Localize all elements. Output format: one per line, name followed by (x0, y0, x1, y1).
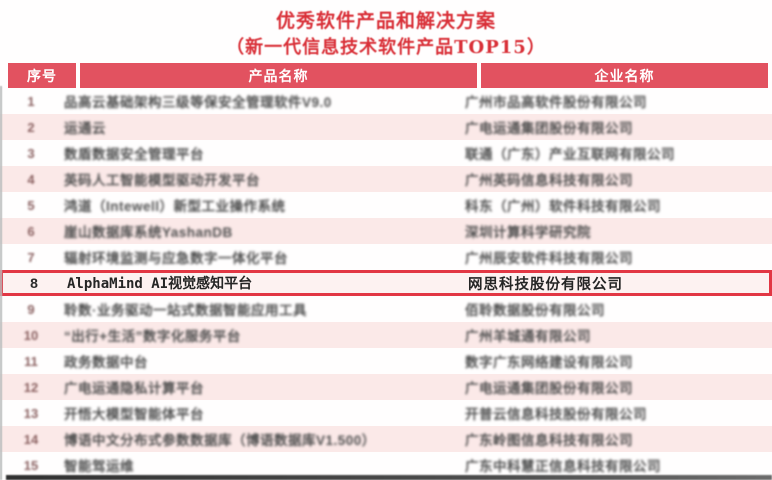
table-row: 9 聆数·业务驱动一站式数据智能应用工具 佰聆数据股份有限公司 (0, 296, 772, 322)
table-row: 12 广电运通隐私计算平台 广电运通集团股份有限公司 (0, 374, 772, 400)
row-index: 15 (23, 457, 39, 473)
row-product-name: 开悟大模型智能体平台 (64, 407, 204, 422)
row-company-name: 开普云信息科技股份有限公司 (465, 407, 647, 422)
row-company-name: 广东岭图信息科技有限公司 (465, 433, 633, 448)
table-body: 1 品高云基础架构三级等保安全管理软件V9.0 广州市品高软件股份有限公司 2 … (0, 88, 772, 478)
row-company-name: 广州羊城通有限公司 (465, 329, 591, 344)
row-product-name: 鸿道（Intewell）新型工业操作系统 (64, 199, 286, 214)
page-title: 优秀软件产品和解决方案 (275, 10, 496, 32)
table-row: 5 鸿道（Intewell）新型工业操作系统 科东（广州）软件科技有限公司 (0, 192, 772, 218)
row-product-name: 英码人工智能模型驱动开发平台 (64, 173, 260, 188)
row-product-name: 运通云 (64, 121, 106, 136)
table-row: 13 开悟大模型智能体平台 开普云信息科技股份有限公司 (0, 400, 772, 426)
row-company-name: 广电运通集团股份有限公司 (465, 381, 633, 396)
table-header: 序号 产品名称 企业名称 (8, 63, 768, 88)
header-cell-company: 企业名称 (481, 63, 768, 88)
scan-left-edge (0, 86, 2, 480)
row-index: 1 (27, 93, 35, 109)
row-company-name: 联通（广东）产业互联网有限公司 (465, 147, 675, 162)
table-row: 10 “出行+生活”数字化服务平台 广州羊城通有限公司 (0, 322, 772, 348)
row-index: 14 (23, 431, 39, 447)
table-row: 2 运通云 广电运通集团股份有限公司 (0, 114, 772, 140)
table-row: 4 英码人工智能模型驱动开发平台 广州英码信息科技有限公司 (0, 166, 772, 192)
row-company-name: 数字广东网络建设有限公司 (465, 355, 633, 370)
scan-bottom-edge (6, 475, 772, 480)
header-cell-index: 序号 (8, 63, 76, 88)
table-row: 1 品高云基础架构三级等保安全管理软件V9.0 广州市品高软件股份有限公司 (0, 88, 772, 114)
row-index: 2 (27, 119, 35, 135)
row-product-name: 辐射环境监测与应急数字一体化平台 (64, 251, 288, 266)
table-row: 7 辐射环境监测与应急数字一体化平台 广州辰安软件科技有限公司 (0, 244, 772, 270)
row-index: 9 (27, 301, 35, 317)
row-company-name: 广州市品高软件股份有限公司 (465, 95, 647, 110)
row-index: 13 (23, 405, 39, 421)
row-product-name: 品高云基础架构三级等保安全管理软件V9.0 (64, 95, 332, 110)
row-product-name: 博语中文分布式参数数据库（博语数据库V1.500） (64, 433, 376, 448)
row-product-name: 崖山数据库系统YashanDB (64, 225, 233, 240)
row-index: 7 (27, 249, 35, 265)
row-company-name: 广州英码信息科技有限公司 (465, 173, 633, 188)
row-index: 11 (24, 353, 38, 369)
row-product-name: 数盾数据安全管理平台 (64, 147, 204, 162)
row-company-name: 网思科技股份有限公司 (468, 276, 623, 293)
row-product-name: 广电运通隐私计算平台 (64, 381, 204, 396)
row-product-name: 智能驾运维 (64, 459, 134, 474)
row-index: 6 (27, 223, 35, 239)
row-index: 5 (27, 197, 35, 213)
row-company-name: 广电运通集团股份有限公司 (465, 121, 633, 136)
table-row: 6 崖山数据库系统YashanDB 深圳计算科学研究院 (0, 218, 772, 244)
row-index: 4 (27, 171, 35, 187)
row-company-name: 深圳计算科学研究院 (465, 225, 591, 240)
table-row: 11 政务数据中台 数字广东网络建设有限公司 (0, 348, 772, 374)
row-company-name: 广州辰安软件科技有限公司 (465, 251, 633, 266)
table-row: 14 博语中文分布式参数数据库（博语数据库V1.500） 广东岭图信息科技有限公… (0, 426, 772, 452)
table-row: 3 数盾数据安全管理平台 联通（广东）产业互联网有限公司 (0, 140, 772, 166)
table-row-highlighted: 8 AlphaMind AI视觉感知平台 网思科技股份有限公司 (0, 270, 772, 296)
page-subtitle: （新一代信息技术软件产品TOP15） (226, 37, 546, 58)
table-row: 15 智能驾运维 广东中科慧正信息科技有限公司 (0, 452, 772, 478)
row-product-name: AlphaMind AI视觉感知平台 (67, 276, 253, 292)
row-index: 3 (27, 145, 35, 161)
row-index: 8 (30, 275, 38, 291)
row-company-name: 佰聆数据股份有限公司 (465, 303, 605, 318)
row-index: 12 (23, 379, 39, 395)
row-index: 10 (23, 327, 39, 343)
row-company-name: 科东（广州）软件科技有限公司 (465, 199, 661, 214)
row-product-name: “出行+生活”数字化服务平台 (64, 329, 241, 344)
row-product-name: 聆数·业务驱动一站式数据智能应用工具 (64, 303, 307, 318)
header-cell-product: 产品名称 (80, 63, 477, 88)
row-company-name: 广东中科慧正信息科技有限公司 (465, 459, 661, 474)
row-product-name: 政务数据中台 (64, 355, 148, 370)
